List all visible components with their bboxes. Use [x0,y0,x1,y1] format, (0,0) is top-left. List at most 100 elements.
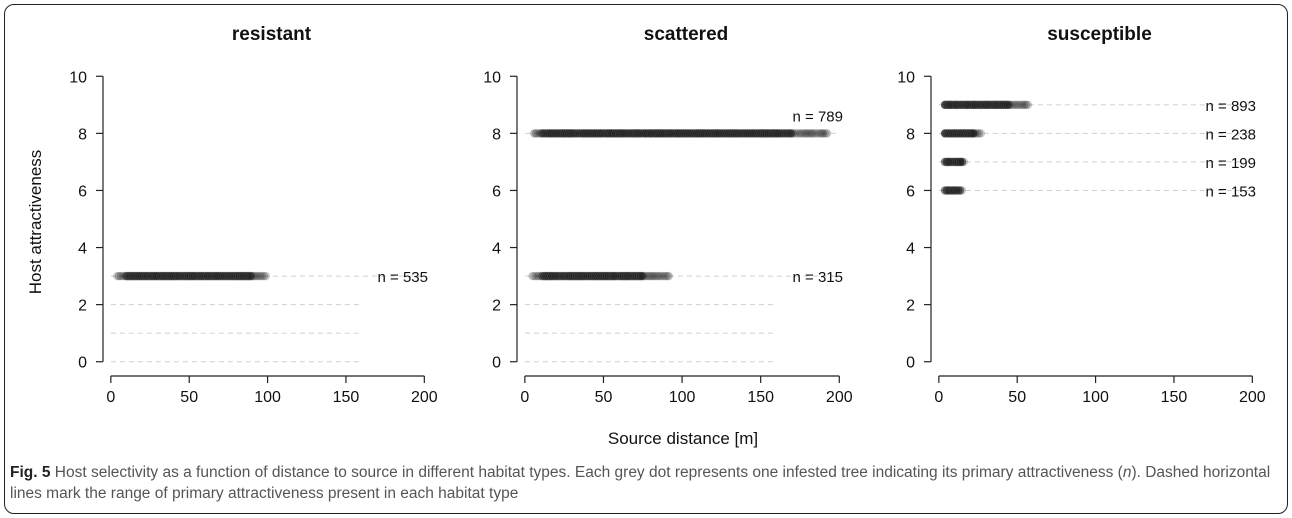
tree-dot [809,129,818,138]
x-tick-label: 150 [747,389,774,406]
tree-dot [641,271,651,281]
x-tick-label: 200 [826,389,853,406]
x-tick-label: 200 [411,389,438,406]
y-tick-label: 8 [906,126,915,143]
y-tick-label: 0 [78,355,87,372]
y-tick-label: 6 [492,183,501,200]
tree-dot [654,271,664,281]
tree-dot [259,271,269,281]
x-tick-label: 50 [180,389,198,406]
tree-dot [662,271,672,281]
tree-dot [955,186,965,195]
tree-dot [786,129,796,138]
tree-dot [1006,100,1016,110]
tree-dot [820,129,830,138]
tree-dot [246,271,255,281]
x-tick-label: 50 [595,389,613,406]
tree-dot [251,271,261,281]
y-tick-label: 8 [78,126,87,143]
y-tick-label: 2 [492,298,501,315]
tree-dot [255,271,265,281]
y-tick-label: 4 [78,241,87,258]
tree-dot [1021,100,1031,110]
tree-dot [795,129,805,138]
tree-dot [976,129,986,138]
x-tick-label: 100 [1082,389,1109,406]
y-tick-label: 6 [906,183,915,200]
tree-dot [788,129,798,138]
tree-dot [816,129,826,138]
tree-dot [652,271,662,281]
tree-dot [658,271,668,281]
y-tick-label: 4 [906,241,915,258]
x-tick-label: 0 [106,389,115,406]
tree-dot [112,271,122,281]
y-tick-label: 10 [897,69,915,86]
tree-dot [794,129,803,138]
y-axis-label: Host attractiveness [26,150,45,295]
tree-dot [637,271,647,281]
x-tick-label: 150 [333,389,360,406]
tree-dot [799,129,809,138]
tree-dot [818,129,828,138]
n-count-label: n = 535 [378,269,428,286]
tree-dot [253,271,263,281]
tree-dot [805,129,815,138]
panel-title: resistant [232,24,312,45]
tree-dot [1010,100,1020,110]
tree-dot [1017,100,1027,110]
tree-dot [814,129,824,138]
x-tick-label: 200 [1239,389,1266,406]
panel-title: susceptible [1047,24,1152,45]
tree-dot [957,157,967,167]
tree-dot [1023,100,1033,110]
tree-dot [656,271,666,281]
tree-dot [822,129,832,138]
n-count-label: n = 238 [1206,126,1256,143]
x-tick-label: 100 [669,389,696,406]
tree-dot [807,129,816,138]
caption-symbol: n [1122,464,1132,481]
tree-dot [972,129,982,138]
y-tick-label: 8 [492,126,501,143]
x-tick-label: 0 [520,389,529,406]
y-tick-label: 4 [492,241,501,258]
tree-dot [1008,100,1018,110]
tree-dot [1015,100,1025,110]
figure-caption: Fig. 5 Host selectivity as a function of… [10,462,1280,504]
x-tick-label: 100 [254,389,281,406]
tree-dot [643,271,653,281]
tree-dot [639,271,649,281]
tree-dot [1004,100,1014,110]
n-count-label: n = 199 [1206,155,1256,172]
tree-dot [645,271,655,281]
n-count-label: n = 315 [793,269,843,286]
tree-dot [970,129,980,138]
tree-dot [647,271,656,281]
y-tick-label: 0 [906,355,915,372]
tree-dot [257,271,267,281]
tree-dot [801,129,811,138]
n-count-label: n = 789 [793,108,843,125]
tree-dot [957,186,967,195]
tree-dot [1019,100,1029,110]
tree-dot [250,271,259,281]
figure-frame [4,4,1288,514]
tree-dot [959,157,969,167]
tree-dot [803,129,813,138]
panel-title: scattered [644,24,729,45]
n-count-label: n = 153 [1206,183,1256,200]
tree-dot [974,129,984,138]
tree-dot [649,271,658,281]
figure-svg: Host attractiveness Source distance [m] … [26,24,1266,448]
x-tick-label: 0 [934,389,943,406]
tree-dot [811,129,820,138]
y-tick-label: 0 [492,355,501,372]
y-tick-label: 10 [69,69,87,86]
tree-dot [248,271,257,281]
